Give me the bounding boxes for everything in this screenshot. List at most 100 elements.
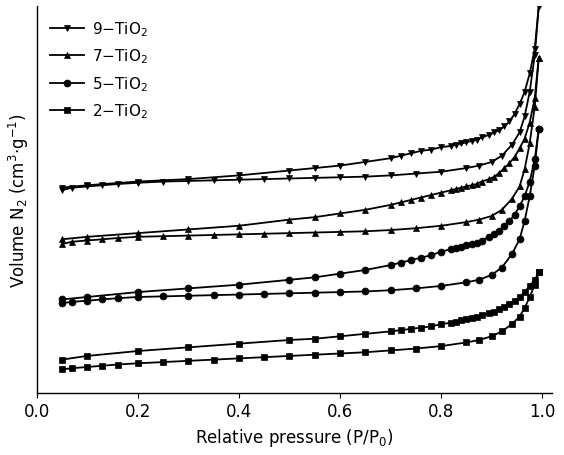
5–TiO$_2$ <box>236 292 243 298</box>
7–TiO$_2$ <box>84 238 91 244</box>
2–TiO$_2$ <box>516 314 523 320</box>
7–TiO$_2$ <box>114 236 121 241</box>
9–TiO$_2$ <box>488 160 495 165</box>
2–TiO$_2$ <box>463 340 470 345</box>
9–TiO$_2$ <box>160 179 166 185</box>
5–TiO$_2$ <box>475 278 482 283</box>
9–TiO$_2$ <box>438 170 444 175</box>
9–TiO$_2$ <box>526 90 533 96</box>
Line: 7–TiO$_2$: 7–TiO$_2$ <box>59 55 542 248</box>
Y-axis label: Volume N$_2$ (cm$^3$$\cdot$g$^{-1}$): Volume N$_2$ (cm$^3$$\cdot$g$^{-1}$) <box>7 113 31 287</box>
9–TiO$_2$ <box>509 143 515 148</box>
2–TiO$_2$ <box>521 306 528 311</box>
9–TiO$_2$ <box>261 177 267 182</box>
7–TiO$_2$ <box>210 233 217 238</box>
7–TiO$_2$ <box>475 217 482 223</box>
Line: 2–TiO$_2$: 2–TiO$_2$ <box>59 269 542 373</box>
9–TiO$_2$ <box>516 131 523 136</box>
2–TiO$_2$ <box>526 294 533 300</box>
5–TiO$_2$ <box>499 265 505 271</box>
2–TiO$_2$ <box>236 356 243 361</box>
7–TiO$_2$ <box>521 167 528 172</box>
7–TiO$_2$ <box>337 230 343 235</box>
9–TiO$_2$ <box>59 188 65 193</box>
5–TiO$_2$ <box>531 163 538 169</box>
7–TiO$_2$ <box>412 226 419 232</box>
7–TiO$_2$ <box>516 184 523 190</box>
7–TiO$_2$ <box>185 233 192 239</box>
7–TiO$_2$ <box>438 223 444 229</box>
7–TiO$_2$ <box>134 235 141 240</box>
2–TiO$_2$ <box>210 357 217 363</box>
2–TiO$_2$ <box>84 364 91 370</box>
2–TiO$_2$ <box>185 359 192 364</box>
2–TiO$_2$ <box>488 334 495 339</box>
7–TiO$_2$ <box>488 214 495 219</box>
5–TiO$_2$ <box>521 219 528 224</box>
7–TiO$_2$ <box>59 242 65 248</box>
7–TiO$_2$ <box>261 232 267 237</box>
5–TiO$_2$ <box>526 194 533 200</box>
9–TiO$_2$ <box>286 177 293 182</box>
2–TiO$_2$ <box>134 361 141 366</box>
9–TiO$_2$ <box>185 179 192 184</box>
2–TiO$_2$ <box>438 344 444 349</box>
2–TiO$_2$ <box>499 329 505 334</box>
5–TiO$_2$ <box>463 280 470 285</box>
7–TiO$_2$ <box>69 239 76 245</box>
9–TiO$_2$ <box>114 182 121 187</box>
9–TiO$_2$ <box>69 186 76 191</box>
5–TiO$_2$ <box>69 299 76 305</box>
2–TiO$_2$ <box>261 354 267 360</box>
2–TiO$_2$ <box>337 351 343 356</box>
5–TiO$_2$ <box>535 127 542 132</box>
7–TiO$_2$ <box>509 197 515 202</box>
5–TiO$_2$ <box>311 290 318 296</box>
2–TiO$_2$ <box>387 348 394 354</box>
5–TiO$_2$ <box>160 294 166 299</box>
9–TiO$_2$ <box>387 173 394 179</box>
9–TiO$_2$ <box>535 4 542 10</box>
2–TiO$_2$ <box>69 366 76 371</box>
2–TiO$_2$ <box>286 354 293 359</box>
2–TiO$_2$ <box>531 283 538 288</box>
9–TiO$_2$ <box>499 154 505 159</box>
9–TiO$_2$ <box>463 166 470 172</box>
7–TiO$_2$ <box>286 231 293 236</box>
5–TiO$_2$ <box>509 252 515 257</box>
7–TiO$_2$ <box>531 105 538 110</box>
5–TiO$_2$ <box>59 301 65 306</box>
9–TiO$_2$ <box>531 53 538 59</box>
9–TiO$_2$ <box>210 178 217 184</box>
5–TiO$_2$ <box>488 273 495 278</box>
2–TiO$_2$ <box>59 367 65 372</box>
5–TiO$_2$ <box>362 289 369 294</box>
5–TiO$_2$ <box>516 237 523 243</box>
7–TiO$_2$ <box>526 142 533 147</box>
9–TiO$_2$ <box>521 115 528 120</box>
9–TiO$_2$ <box>362 175 369 180</box>
9–TiO$_2$ <box>337 175 343 181</box>
7–TiO$_2$ <box>463 220 470 225</box>
5–TiO$_2$ <box>114 296 121 301</box>
2–TiO$_2$ <box>114 362 121 368</box>
Line: 5–TiO$_2$: 5–TiO$_2$ <box>59 126 542 307</box>
9–TiO$_2$ <box>475 163 482 169</box>
9–TiO$_2$ <box>311 176 318 181</box>
5–TiO$_2$ <box>99 297 105 303</box>
Legend: 9$-$TiO$_2$, 7$-$TiO$_2$, 5$-$TiO$_2$, 2$-$TiO$_2$: 9$-$TiO$_2$, 7$-$TiO$_2$, 5$-$TiO$_2$, 2… <box>44 15 153 126</box>
9–TiO$_2$ <box>236 177 243 183</box>
5–TiO$_2$ <box>185 293 192 299</box>
7–TiO$_2$ <box>311 230 318 236</box>
7–TiO$_2$ <box>160 234 166 239</box>
5–TiO$_2$ <box>286 291 293 296</box>
X-axis label: Relative pressure (P/P$_0$): Relative pressure (P/P$_0$) <box>195 426 394 448</box>
2–TiO$_2$ <box>412 346 419 352</box>
7–TiO$_2$ <box>535 56 542 61</box>
5–TiO$_2$ <box>337 290 343 295</box>
5–TiO$_2$ <box>134 294 141 300</box>
7–TiO$_2$ <box>362 229 369 234</box>
5–TiO$_2$ <box>412 286 419 292</box>
2–TiO$_2$ <box>160 359 166 365</box>
5–TiO$_2$ <box>84 298 91 304</box>
